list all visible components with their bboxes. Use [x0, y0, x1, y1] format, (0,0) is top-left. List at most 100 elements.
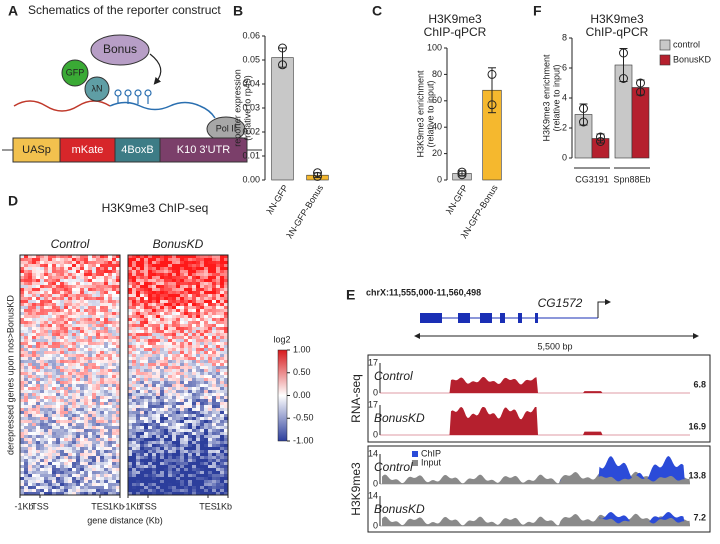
heatmap-cell: [28, 354, 33, 358]
heatmap-cell: [24, 303, 29, 307]
heatmap-cell: [48, 309, 53, 313]
heatmap-cell: [28, 462, 33, 466]
heatmap-cell: [168, 480, 173, 484]
heatmap-cell: [68, 375, 73, 379]
heatmap-cell: [80, 303, 85, 307]
heatmap-cell: [204, 423, 209, 427]
heatmap-cell: [96, 366, 101, 370]
heatmap-cell: [180, 309, 185, 313]
heatmap-cell: [216, 483, 221, 487]
heatmap-cell: [76, 456, 81, 460]
heatmap-cell: [40, 474, 45, 478]
heatmap-cell: [196, 474, 201, 478]
heatmap-cell: [208, 483, 213, 487]
heatmap-cell: [96, 294, 101, 298]
heatmap-cell: [140, 408, 145, 412]
heatmap-cell: [32, 366, 37, 370]
legend-swatch: [659, 54, 671, 66]
heatmap-cell: [164, 345, 169, 349]
heatmap-cell: [32, 285, 37, 289]
heatmap-cell: [72, 372, 77, 376]
heatmap-cell: [68, 258, 73, 262]
heatmap-cell: [192, 330, 197, 334]
heatmap-cell: [220, 411, 225, 415]
heatmap-cell: [172, 288, 177, 292]
heatmap-cell: [192, 351, 197, 355]
heatmap-cell: [144, 474, 149, 478]
heatmap-cell: [156, 345, 161, 349]
heatmap-cell: [80, 468, 85, 472]
heatmap-cell: [140, 303, 145, 307]
heatmap-cell: [104, 276, 109, 280]
heatmap-cell: [196, 309, 201, 313]
heatmap-cell: [76, 474, 81, 478]
heatmap-cell: [140, 276, 145, 280]
heatmap-cell: [208, 468, 213, 472]
heatmap-cell: [68, 294, 73, 298]
heatmap-cell: [132, 333, 137, 337]
heatmap-cell: [128, 360, 133, 364]
heatmap-cell: [152, 411, 157, 415]
heatmap-cell: [116, 297, 121, 301]
heatmap-cell: [44, 294, 49, 298]
heatmap-cell: [28, 345, 33, 349]
heatmap-cell: [160, 447, 165, 451]
heatmap-cell: [116, 366, 121, 370]
heatmap-cell: [176, 405, 181, 409]
heatmap-cell: [164, 336, 169, 340]
heatmap-cell: [80, 492, 85, 496]
heatmap-cell: [104, 279, 109, 283]
heatmap-cell: [52, 330, 57, 334]
heatmap-cell: [88, 306, 93, 310]
heatmap-cell: [36, 471, 41, 475]
heatmap-cell: [164, 282, 169, 286]
heatmap-cell: [40, 270, 45, 274]
heatmap-cell: [32, 405, 37, 409]
heatmap-cell: [36, 414, 41, 418]
heatmap-cell: [176, 384, 181, 388]
heatmap-cell: [28, 447, 33, 451]
heatmap-cell: [24, 351, 29, 355]
heatmap-cell: [156, 462, 161, 466]
heatmap-title: H3K9me3 ChIP-seq: [102, 201, 209, 215]
heatmap-cell: [224, 396, 229, 400]
heatmap-cell: [188, 405, 193, 409]
heatmap-cell: [104, 384, 109, 388]
heatmap-cell: [36, 375, 41, 379]
heatmap-cell: [168, 450, 173, 454]
heatmap-cell: [56, 423, 61, 427]
heatmap-cell: [60, 348, 65, 352]
heatmap-cell: [96, 309, 101, 313]
heatmap-cell: [180, 336, 185, 340]
heatmap-cell: [48, 474, 53, 478]
heatmap-cell: [152, 477, 157, 481]
heatmap-cell: [224, 405, 229, 409]
heatmap-cell: [212, 438, 217, 442]
heatmap-cell: [44, 447, 49, 451]
heatmap-cell: [52, 273, 57, 277]
heatmap-cell: [48, 360, 53, 364]
heatmap-cell: [160, 255, 165, 259]
heatmap-cell: [68, 339, 73, 343]
heatmap-cell: [172, 456, 177, 460]
heatmap-cell: [152, 294, 157, 298]
heatmap-cell: [148, 387, 153, 391]
heatmap-cell: [140, 396, 145, 400]
heatmap-cell: [192, 333, 197, 337]
heatmap-cell: [104, 423, 109, 427]
heatmap-cell: [148, 354, 153, 358]
heatmap-cell: [100, 309, 105, 313]
track-ymax: 14: [368, 490, 378, 500]
heatmap-cell: [176, 255, 181, 259]
heatmap-cell: [56, 438, 61, 442]
heatmap-cell: [188, 417, 193, 421]
error-bar: [488, 67, 496, 114]
heatmap-cell: [188, 462, 193, 466]
heatmap-cell: [164, 255, 169, 259]
heatmap-cell: [160, 354, 165, 358]
heatmap-cell: [144, 417, 149, 421]
heatmap-cell: [208, 309, 213, 313]
heatmap-cell: [56, 369, 61, 373]
heatmap-cell: [88, 381, 93, 385]
heatmap-cell: [112, 348, 117, 352]
